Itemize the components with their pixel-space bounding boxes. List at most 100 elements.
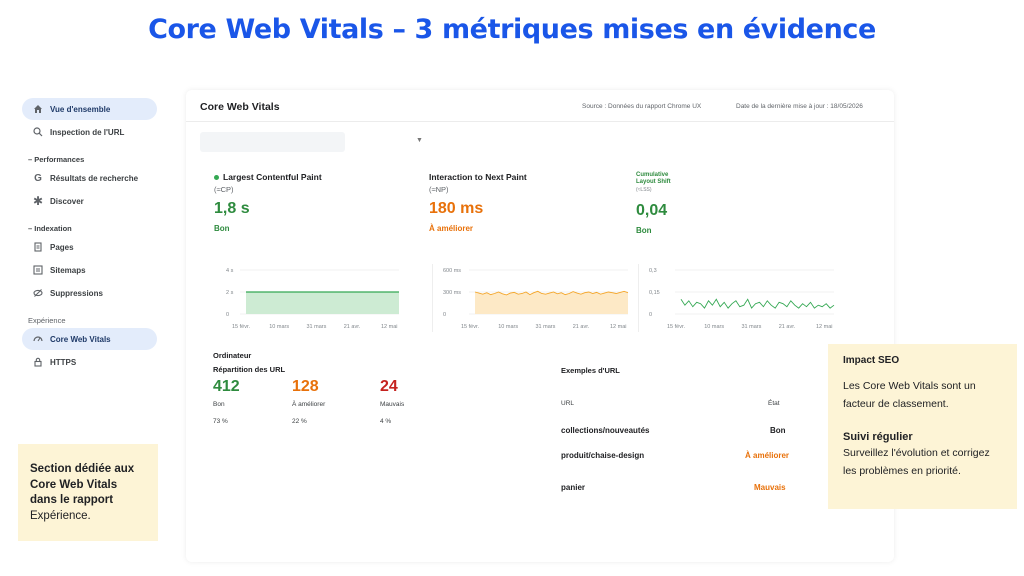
- google-g-icon: G: [34, 172, 42, 184]
- eye-off-icon: [32, 287, 44, 299]
- chart-x-tick-label: 31 mars: [742, 324, 762, 330]
- slide-title: Core Web Vitals – 3 métriques mises en é…: [148, 14, 876, 45]
- sidebar-item-core-web-vitals[interactable]: Core Web Vitals: [22, 328, 157, 350]
- count-label: Mauvais: [380, 401, 405, 408]
- chart-series-area: [246, 292, 399, 314]
- metric-name-line1: Cumulative: [636, 172, 669, 178]
- count-value: 128: [292, 378, 319, 395]
- panel-source: Source : Données du rapport Chrome UX: [582, 103, 702, 110]
- callout-right-title2: Suivi régulier: [843, 431, 913, 443]
- sidebar-section-performances[interactable]: – Performances: [28, 154, 85, 164]
- metric-name-text: Largest Contentful Paint: [223, 172, 322, 182]
- callout-right-body1: Les Core Web Vitals sont un facteur de c…: [843, 380, 976, 410]
- status-dot-icon: [214, 174, 219, 180]
- example-state: Mauvais: [754, 483, 786, 492]
- chart-x-tick-label: 10 mars: [269, 324, 289, 330]
- callout-right-title1: Impact SEO: [843, 355, 900, 366]
- panel-last-update: Date de la dernière mise à jour : 18/05/…: [736, 103, 863, 110]
- sidebar-item-label: Core Web Vitals: [50, 334, 111, 344]
- chart-cls: 0,3 0,15 0 15 févr. 10 mars 31 mars 21 avr. 12 …: [638, 264, 843, 332]
- chart-cls-svg: 0,3 0,15 0 15 févr. 10 mars 31 mars 21 avr. 12 …: [649, 268, 835, 330]
- sidebar-item-search-results[interactable]: G Résultats de recherche: [22, 167, 157, 189]
- chart-lcp-svg: 4 s 2 s 015 févr. 10 mars 31 mars 21 avr. 12 m…: [226, 268, 399, 330]
- count-value: 412: [213, 378, 240, 395]
- count-percent: 73 %: [213, 418, 228, 425]
- metric-status: Bon: [636, 226, 652, 235]
- chart-x-tick-label: 12 mai: [610, 324, 627, 330]
- sidebar-item-removals[interactable]: Suppressions: [22, 282, 157, 304]
- callout-right: Impact SEO Les Core Web Vitals sont un f…: [828, 344, 1017, 509]
- chart-x-tick-label: 31 mars: [536, 324, 556, 330]
- chart-series-line: [680, 298, 835, 309]
- metric-abbr: (≈NP): [429, 185, 449, 194]
- count-good: 412 Bon 73 %: [213, 378, 240, 425]
- chart-x-tick-label: 21 avr.: [779, 324, 796, 330]
- metric-value: 1,8 s: [214, 200, 250, 217]
- chart-series-area: [475, 291, 628, 314]
- page-icon: [32, 241, 44, 253]
- sidebar-item-discover[interactable]: ✱ Discover: [22, 190, 157, 212]
- chart-x-tick-label: 15 févr.: [667, 324, 686, 330]
- chart-y-tick-label: 2 s: [226, 290, 234, 296]
- sidebar-section-indexation[interactable]: – Indexation: [28, 223, 72, 233]
- chart-y-tick-label: 0,3: [649, 268, 657, 274]
- count-poor: 24 Mauvais 4 %: [380, 378, 404, 425]
- metric-inp[interactable]: Interaction to Next Paint (≈NP) 180 ms À…: [429, 172, 527, 233]
- examples-title: Exemples d'URL: [561, 366, 620, 375]
- chart-y-tick-label: 4 s: [226, 268, 234, 274]
- metric-status: À améliorer: [429, 224, 474, 233]
- sidebar-item-url-inspection[interactable]: Inspection de l'URL: [22, 121, 157, 143]
- chart-x-tick-label: 10 mars: [704, 324, 724, 330]
- metric-abbr: (≈LSS): [636, 187, 652, 193]
- callout-left-bold: Section dédiée aux Core Web Vitals dans …: [30, 463, 135, 506]
- chart-x-tick-label: 10 mars: [498, 324, 518, 330]
- chart-x-tick-label: 31 mars: [307, 324, 327, 330]
- chart-x-tick-label: 15 févr.: [232, 324, 251, 330]
- sidebar-item-https[interactable]: HTTPS: [22, 351, 157, 373]
- distribution-label: Répartition des URL: [213, 365, 286, 374]
- sidebar-item-pages[interactable]: Pages: [22, 236, 157, 258]
- chart-y-tick-label: 0: [443, 312, 446, 318]
- examples-col-state: État: [768, 400, 780, 407]
- metric-name: Largest Contentful Paint: [214, 172, 322, 182]
- sidebar-item-label: Vue d'ensemble: [50, 104, 111, 114]
- callout-left-normal: Expérience.: [30, 509, 91, 522]
- chart-y-tick-label: 0: [226, 312, 229, 318]
- metric-cls[interactable]: Cumulative Layout Shift (≈LSS) 0,04 Bon: [636, 172, 671, 235]
- lock-icon: [32, 356, 44, 368]
- count-percent: 22 %: [292, 418, 307, 425]
- example-url[interactable]: produit/chaise-design: [561, 451, 645, 460]
- sidebar-item-label: Discover: [50, 196, 84, 206]
- property-select[interactable]: [200, 132, 345, 152]
- chevron-down-icon[interactable]: ▼: [416, 137, 423, 144]
- metric-lcp[interactable]: Largest Contentful Paint (≈CP) 1,8 s Bon: [214, 172, 322, 233]
- sidebar: Vue d'ensemble Inspection de l'URL – Per…: [22, 98, 157, 374]
- chart-lcp: 4 s 2 s 0 15 févr. 10 mars 31 mars 21 avr. 12 m…: [204, 264, 409, 332]
- count-label: À améliorer: [292, 401, 326, 408]
- count-label: Bon: [213, 401, 225, 408]
- chart-y-tick-label: 300 ms: [443, 290, 461, 296]
- metric-value: 0,04: [636, 202, 668, 219]
- chart-x-tick-label: 15 févr.: [461, 324, 480, 330]
- sitemap-icon: [32, 264, 44, 276]
- count-improve: 128 À améliorer 22 %: [292, 378, 325, 425]
- count-value: 24: [380, 378, 398, 395]
- panel-header: Core Web Vitals Source : Données du rapp…: [186, 90, 894, 122]
- sidebar-item-label: Résultats de recherche: [50, 173, 139, 183]
- example-url[interactable]: panier: [561, 483, 586, 492]
- callout-left: Section dédiée aux Core Web Vitals dans …: [18, 444, 158, 541]
- example-url[interactable]: collections/nouveautés: [561, 426, 650, 435]
- sidebar-item-overview[interactable]: Vue d'ensemble: [22, 98, 157, 120]
- examples-col-url: URL: [561, 400, 575, 407]
- search-icon: [32, 126, 44, 138]
- chart-y-tick-label: 0,15: [649, 290, 660, 296]
- chart-x-tick-label: 12 mai: [381, 324, 398, 330]
- sidebar-item-label: HTTPS: [50, 357, 77, 367]
- speed-gauge-icon: [32, 333, 44, 345]
- metric-abbr: (≈CP): [214, 185, 234, 194]
- chart-x-tick-label: 12 mai: [816, 324, 833, 330]
- chart-x-tick-label: 21 avr.: [573, 324, 590, 330]
- device-label: Ordinateur: [213, 351, 252, 360]
- sidebar-item-label: Suppressions: [50, 288, 103, 298]
- sidebar-item-sitemaps[interactable]: Sitemaps: [22, 259, 157, 281]
